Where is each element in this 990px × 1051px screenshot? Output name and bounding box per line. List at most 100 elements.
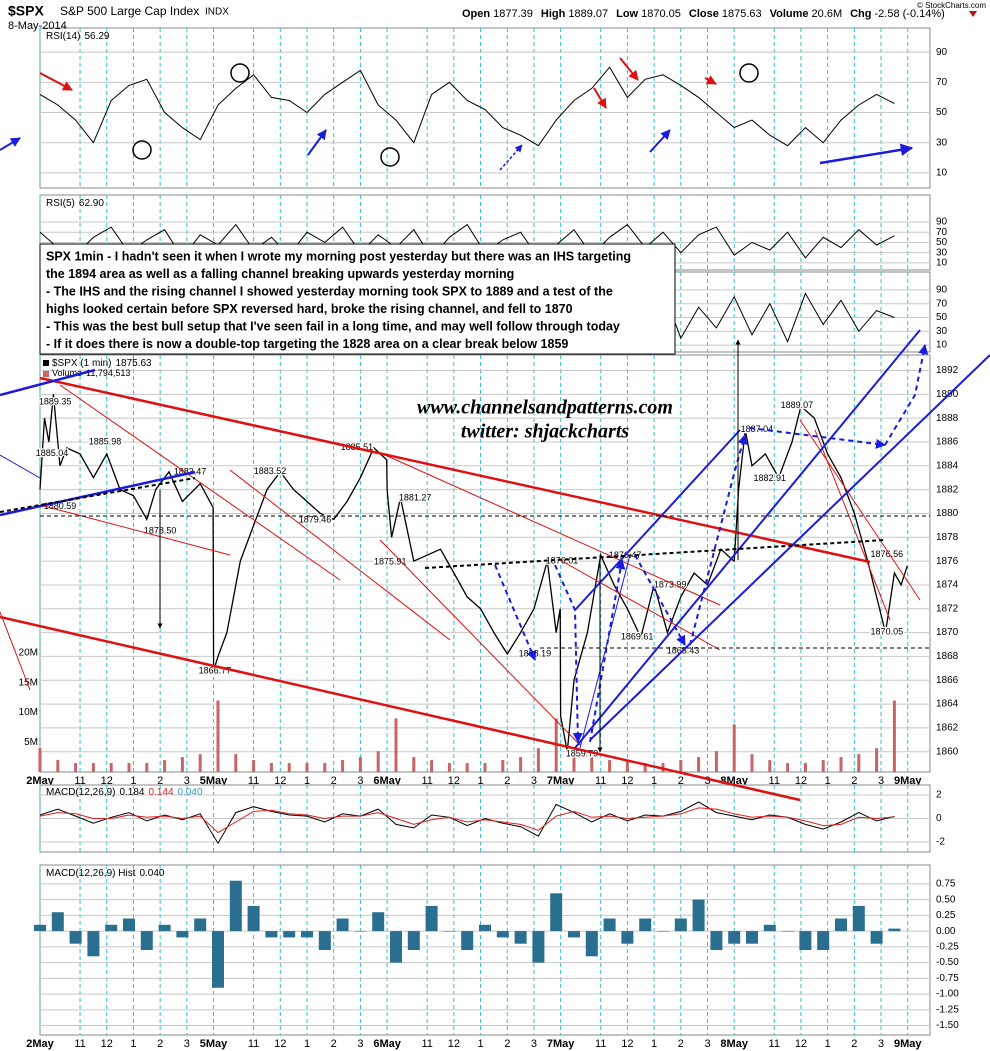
price-label: 1876.01 xyxy=(546,555,579,565)
legend: MACD(12,26,9) 0.184 0.144 0.040 xyxy=(46,787,203,798)
price-label: 1885.98 xyxy=(89,437,122,447)
trendline xyxy=(0,615,801,802)
volume-bar xyxy=(38,748,42,772)
hist-bar xyxy=(194,918,207,932)
hist-bar xyxy=(318,931,331,950)
x-tick-label: 11 xyxy=(74,775,85,787)
x-tick-label: 11 xyxy=(769,1038,780,1050)
x-tick-label: 3 xyxy=(704,775,710,787)
volume-bar xyxy=(127,763,131,772)
legend: $SPX (1 min) 1875.63 xyxy=(52,358,152,369)
hist-bar xyxy=(354,931,367,932)
legend-name: Volume xyxy=(52,368,82,378)
panel-frame xyxy=(39,27,931,189)
note-box: SPX 1min - I hadn't seen it when I wrote… xyxy=(39,243,676,355)
price-label: 1889.35 xyxy=(39,396,72,406)
hist-bar xyxy=(710,931,723,950)
y2-tick-label: 20M xyxy=(19,647,38,658)
note-line: SPX 1min - I hadn't seen it when I wrote… xyxy=(46,249,631,263)
stat-label: Open xyxy=(462,8,490,20)
stat-value: -2.58 (-0.14%) xyxy=(875,8,945,20)
index-name: S&P 500 Large Cap Index xyxy=(60,4,199,18)
hist-bar xyxy=(301,931,313,938)
date: 8-May-2014 xyxy=(8,20,67,32)
rsi-arrow xyxy=(39,72,73,91)
y-tick-label: 1874 xyxy=(936,580,959,591)
y-tick-label: 1880 xyxy=(936,508,959,519)
price-label: 1887.04 xyxy=(741,424,774,434)
note-line: - This was the best bull setup that I've… xyxy=(46,319,620,333)
x-tick-label: 12 xyxy=(621,1038,633,1050)
volume-bar xyxy=(803,763,807,772)
price-label: 1859.79 xyxy=(566,749,599,759)
hist-bar xyxy=(443,931,456,932)
hist-bar xyxy=(176,931,189,938)
y-tick-label: 90 xyxy=(936,217,948,228)
note-line: - If it does there is now a double-top t… xyxy=(46,337,568,351)
volume-bar xyxy=(697,757,701,772)
x-tick-label: 1 xyxy=(477,775,483,787)
volume-bar xyxy=(358,757,362,772)
price-label: 1883.52 xyxy=(254,466,287,476)
legend-value: 62.90 xyxy=(79,198,104,209)
x-tick-label: 1 xyxy=(304,1038,310,1050)
hist-bar xyxy=(621,931,634,944)
hist-bar xyxy=(514,931,527,944)
x-tick-label: 2 xyxy=(157,775,163,787)
stat-label: High xyxy=(541,8,566,20)
trendline xyxy=(39,376,871,564)
hist-bar xyxy=(336,918,349,932)
legend: RSI(5) 62.90 xyxy=(46,198,104,209)
x-tick-label: 6May xyxy=(373,1038,401,1050)
y-tick-label: 1890 xyxy=(936,389,959,400)
y-tick-label: 50 xyxy=(936,237,948,248)
legend-value: 56.29 xyxy=(84,31,109,42)
x-tick-label: 7May xyxy=(547,775,575,787)
volume-bar xyxy=(590,757,594,772)
x-tick-label: 6May xyxy=(373,775,401,787)
x-tick-label: 3 xyxy=(357,775,363,787)
y-tick-label: 1892 xyxy=(936,365,959,376)
hist-bar xyxy=(852,905,865,932)
x-tick-label: 3 xyxy=(704,1038,710,1050)
y-tick-label: 2 xyxy=(936,790,942,801)
x-tick-label: 12 xyxy=(101,775,113,787)
x-tick-label: 3 xyxy=(878,775,884,787)
x-tick-label: 3 xyxy=(357,1038,363,1050)
y-tick-label: -0.25 xyxy=(936,941,959,952)
volume-bar xyxy=(625,760,629,772)
volume-bar xyxy=(768,760,772,772)
x-tick-label: 11 xyxy=(421,1038,432,1050)
x-tick-label: 11 xyxy=(595,775,606,787)
x-tick-label: 11 xyxy=(74,1038,85,1050)
volume-bar xyxy=(234,754,238,772)
y-tick-label: 1866 xyxy=(936,675,959,686)
y-tick-label: -0.50 xyxy=(936,957,959,968)
volume-bar xyxy=(821,760,825,772)
hist-bar xyxy=(87,931,100,957)
volume-bar xyxy=(163,760,167,772)
hist-bar xyxy=(550,893,563,932)
x-tick-label: 1 xyxy=(130,1038,136,1050)
legend-swatch xyxy=(43,371,49,377)
projection-arrow xyxy=(554,564,583,743)
trendline xyxy=(39,504,231,556)
x-tick-label: 11 xyxy=(595,1038,606,1050)
hist-bar xyxy=(870,931,883,944)
legend-value: 0.040 xyxy=(178,787,203,798)
y-tick-label: 0.75 xyxy=(936,879,956,890)
hist-bar xyxy=(140,931,153,950)
y-tick-label: 70 xyxy=(936,298,948,309)
hist-bar xyxy=(158,924,171,932)
x-tick-label: 9May xyxy=(894,775,922,787)
trendline xyxy=(589,354,990,741)
x-tick-label: 9May xyxy=(894,1038,922,1050)
y-tick-label: -1.25 xyxy=(936,1004,959,1015)
x-tick-label: 1 xyxy=(825,775,831,787)
y-tick-label: 1860 xyxy=(936,746,959,757)
y-tick-label: -2 xyxy=(936,837,945,848)
hist-bar xyxy=(425,905,438,932)
legend-value: 1875.63 xyxy=(115,358,152,369)
volume-bar xyxy=(447,763,451,772)
